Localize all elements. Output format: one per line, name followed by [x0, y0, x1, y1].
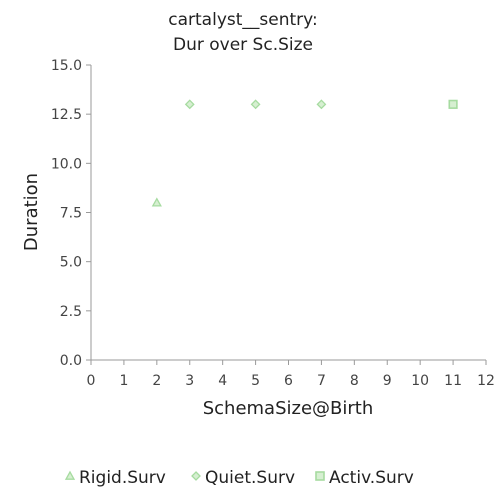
x-tick-label: 4 — [218, 373, 227, 389]
x-tick-label: 11 — [444, 373, 462, 389]
chart-title-line-2: Dur over Sc.Size — [173, 35, 313, 55]
x-tick-label: 5 — [251, 373, 260, 389]
legend-label: Rigid.Surv — [79, 468, 166, 488]
x-tick-label: 10 — [411, 373, 429, 389]
x-tick-label: 7 — [317, 373, 326, 389]
x-tick-label: 12 — [477, 373, 495, 389]
y-tick-label: 7.5 — [60, 206, 82, 222]
x-tick-label: 9 — [383, 373, 392, 389]
x-tick-label: 6 — [284, 373, 293, 389]
y-tick-label: 10.0 — [51, 156, 82, 172]
x-tick-label: 3 — [185, 373, 194, 389]
chart-title-line-1: cartalyst__sentry: — [168, 10, 317, 30]
y-tick-label: 0.0 — [60, 353, 82, 369]
data-point-diamond — [250, 99, 261, 110]
legend: Rigid.Surv Quiet.Surv Activ.Surv — [64, 468, 414, 488]
legend-marker-diamond — [191, 471, 201, 481]
data-point-diamond — [316, 99, 327, 110]
x-tick-label: 0 — [87, 373, 96, 389]
x-tick-label: 1 — [119, 373, 128, 389]
data-point-square — [448, 99, 458, 109]
legend-label: Activ.Surv — [329, 468, 414, 488]
data-point-diamond — [184, 99, 195, 110]
chart-title: cartalyst__sentry: Dur over Sc.Size — [168, 10, 317, 55]
y-tick-label: 15.0 — [51, 58, 82, 74]
x-tick-label: 8 — [350, 373, 359, 389]
y-tick-label: 2.5 — [60, 304, 82, 320]
y-tick-label: 5.0 — [60, 255, 82, 271]
x-tick-label: 2 — [152, 373, 161, 389]
legend-label: Quiet.Surv — [205, 468, 295, 488]
x-axis-label: SchemaSize@Birth — [203, 398, 374, 419]
y-tick-label: 12.5 — [51, 107, 82, 123]
legend-marker-square — [315, 471, 325, 481]
plot-area: 0.02.55.07.510.012.515.00 1 2 3 4 5 6 7 8 9 10 11 12 — [51, 58, 495, 389]
y-axis-label: Duration — [21, 173, 42, 251]
data-point-triangle — [151, 197, 162, 207]
legend-marker-triangle — [64, 470, 76, 480]
